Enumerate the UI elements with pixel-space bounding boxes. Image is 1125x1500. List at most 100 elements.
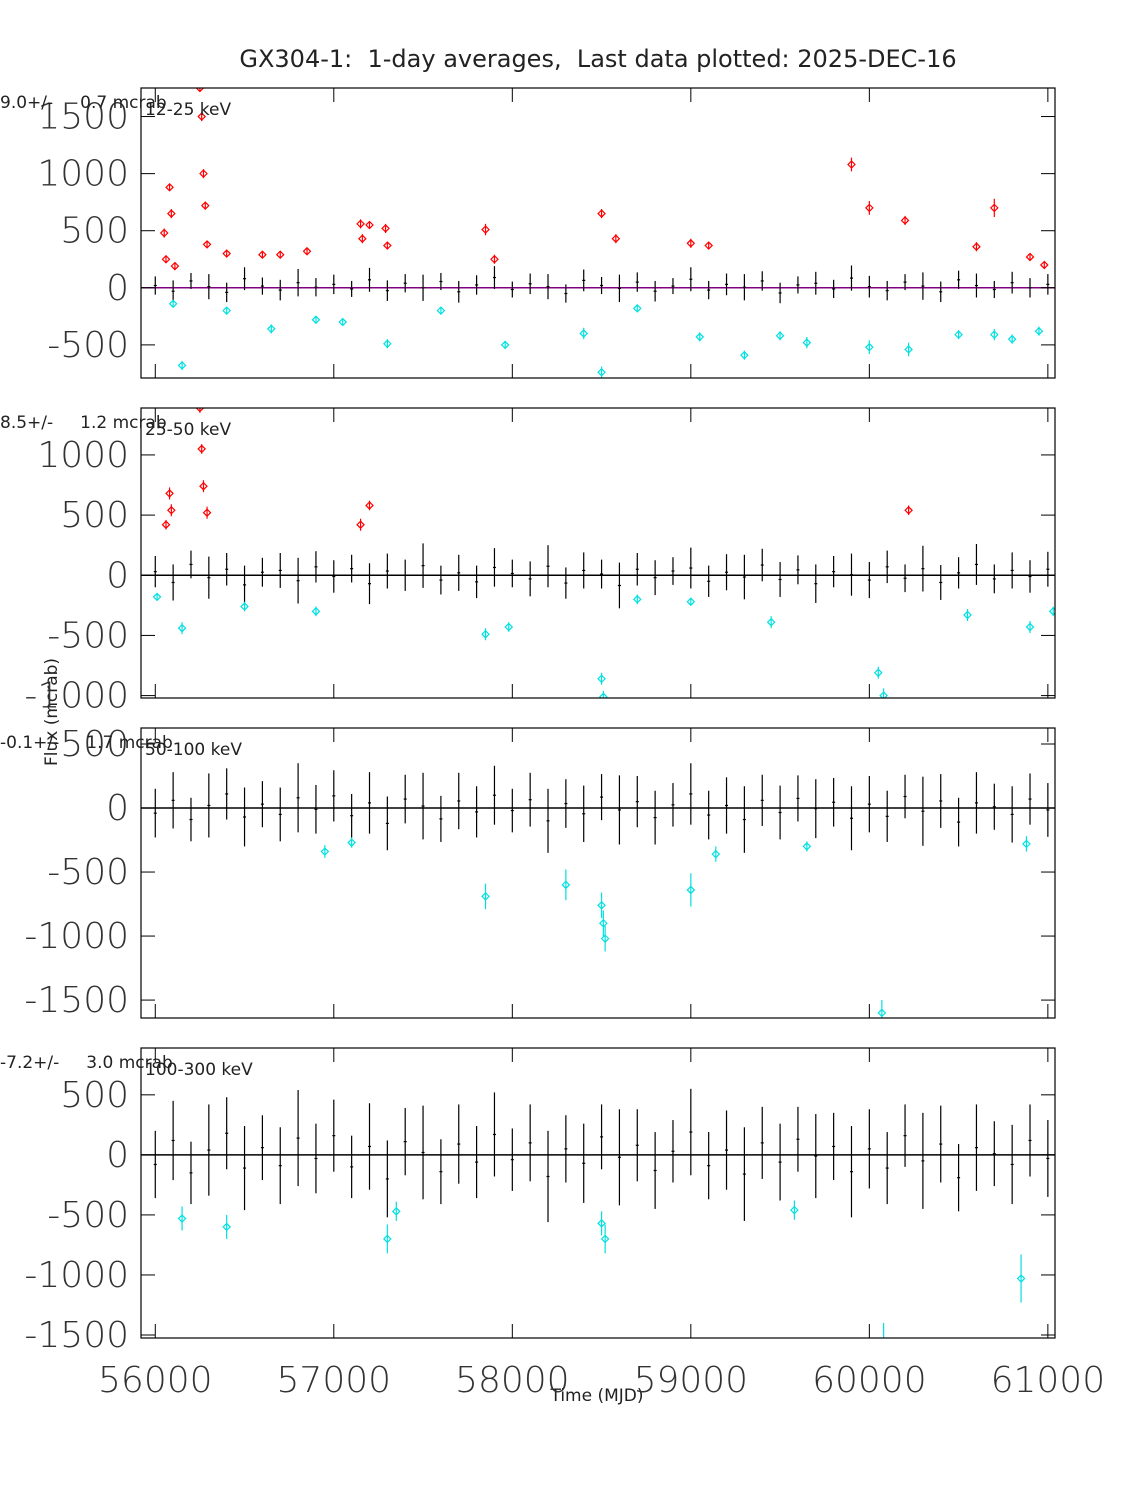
y-tick-label: 1500 (37, 97, 129, 138)
data-point (490, 254, 499, 264)
data-point (775, 331, 785, 341)
data-point (1025, 622, 1035, 632)
y-tick-label: 500 (60, 495, 129, 536)
data-point (802, 842, 812, 851)
data-point (195, 408, 205, 413)
data-point (356, 520, 365, 530)
y-tick-label: -1500 (24, 980, 129, 1021)
data-point (1007, 334, 1017, 344)
data-point (481, 629, 490, 639)
data-point (704, 241, 714, 250)
data-point (199, 169, 208, 178)
data-point (711, 849, 721, 859)
data-point (338, 317, 348, 327)
data-point (1039, 260, 1049, 270)
data-point (504, 622, 514, 632)
data-point (597, 900, 606, 910)
y-tick-label: 500 (60, 211, 129, 252)
data-point (347, 838, 356, 847)
data-point (311, 315, 321, 325)
data-point (195, 88, 205, 93)
data-point (365, 501, 374, 510)
data-point (1034, 326, 1044, 336)
data-point (864, 342, 874, 352)
y-tick-label: -1000 (24, 1255, 129, 1296)
y-tick-label: 500 (60, 724, 129, 765)
data-point (847, 160, 856, 169)
data-point (632, 594, 642, 604)
data-point (168, 299, 178, 309)
data-point (177, 623, 187, 633)
data-point (963, 610, 972, 620)
mean-label: 9.0+/- 0.7 mcrab (0, 93, 167, 113)
y-tick-label: -1500 (24, 1315, 129, 1356)
y-tick-label: 0 (106, 1135, 129, 1176)
data-point (165, 489, 174, 498)
data-point (599, 692, 608, 698)
data-point (873, 668, 883, 678)
data-point (864, 203, 874, 213)
y-tick-label: -500 (47, 1195, 129, 1236)
data-point (356, 219, 365, 229)
y-tick-label: -1000 (24, 916, 129, 957)
data-point (597, 367, 606, 377)
plot-frame (140, 727, 1056, 1019)
y-tick-label: 1000 (37, 154, 129, 195)
data-point (166, 209, 176, 218)
data-point (202, 240, 212, 249)
data-point (200, 201, 210, 210)
data-point (904, 505, 913, 515)
data-point (222, 1222, 232, 1232)
plot-area (141, 1088, 1055, 1338)
data-point (391, 1206, 401, 1216)
data-point (159, 228, 169, 238)
x-tick-label: 57000 (277, 1360, 392, 1401)
band-label: 25-50 keV (145, 420, 231, 440)
data-point (275, 250, 285, 260)
data-point (632, 304, 642, 313)
data-point (611, 234, 621, 244)
y-axis-label: Flux (mcrab) (42, 658, 62, 766)
band-label: 12-25 keV (145, 100, 231, 120)
x-axis-label: Time (MJD) (549, 1386, 643, 1406)
data-point (740, 350, 749, 360)
x-tick-label: 58000 (455, 1360, 570, 1401)
data-point (381, 224, 390, 233)
data-point (900, 216, 910, 225)
data-point (597, 674, 606, 684)
data-point (177, 1214, 187, 1223)
data-point (197, 444, 207, 454)
data-point (166, 505, 176, 515)
data-point (240, 602, 249, 611)
data-point (686, 238, 696, 248)
data-point (152, 592, 162, 602)
data-point (600, 1234, 610, 1244)
y-tick-label: 500 (60, 1075, 129, 1116)
data-point (802, 338, 812, 347)
data-point (302, 246, 312, 256)
y-tick-label: -1000 (24, 676, 129, 717)
data-point (879, 691, 888, 698)
data-point (311, 607, 321, 616)
data-point (972, 242, 981, 252)
data-point (165, 182, 174, 192)
data-point (383, 241, 392, 250)
data-point (383, 339, 392, 349)
data-point (481, 225, 490, 234)
y-tick-label: -500 (47, 615, 129, 656)
data-point (177, 361, 187, 370)
band-label: 100-300 keV (145, 1060, 253, 1080)
data-point (579, 329, 589, 338)
y-tick-label: 0 (106, 788, 129, 829)
y-tick-label: 1000 (37, 435, 129, 476)
data-point (320, 847, 330, 856)
data-point (258, 250, 267, 260)
data-point (597, 1218, 606, 1228)
data-point (500, 340, 510, 350)
data-point (1016, 1274, 1026, 1283)
data-point (481, 892, 490, 901)
plot-area (141, 763, 1055, 1018)
